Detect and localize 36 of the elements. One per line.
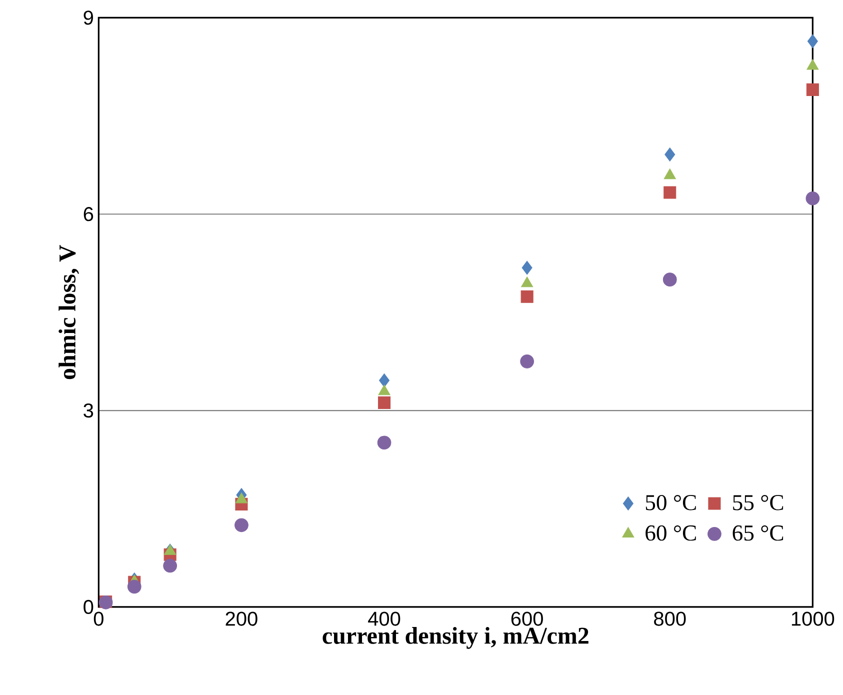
x-tick-label: 1000 bbox=[792, 612, 834, 626]
point bbox=[522, 260, 532, 275]
point bbox=[806, 191, 820, 206]
legend-label: 65 °C bbox=[732, 525, 784, 541]
x-axis-title: current density i, mA/cm2 bbox=[322, 626, 588, 649]
x-tick-label: 200 bbox=[226, 612, 258, 626]
point bbox=[377, 436, 392, 450]
point bbox=[806, 59, 819, 70]
point bbox=[378, 396, 391, 409]
point bbox=[662, 272, 677, 287]
legend-label: 60 °C bbox=[646, 525, 696, 541]
point bbox=[664, 168, 676, 180]
point bbox=[127, 580, 142, 594]
point bbox=[521, 276, 534, 288]
y-tick-label: 3 bbox=[84, 403, 94, 418]
point bbox=[520, 354, 534, 368]
x-tick-label: 800 bbox=[654, 612, 686, 626]
point bbox=[807, 34, 818, 48]
y-tick-label: 9 bbox=[84, 10, 93, 25]
legend-label: 50 °C bbox=[646, 494, 696, 510]
point bbox=[664, 186, 676, 199]
point bbox=[806, 83, 819, 96]
y-tick-label: 0 bbox=[84, 600, 94, 614]
point bbox=[379, 373, 390, 388]
y-tick-label: 6 bbox=[84, 207, 94, 222]
point bbox=[234, 518, 248, 532]
x-tick-label: 0 bbox=[94, 612, 104, 626]
legend-label: 55 °C bbox=[733, 494, 784, 510]
point bbox=[664, 148, 676, 162]
x-tick-label: 600 bbox=[511, 612, 543, 626]
point bbox=[378, 384, 390, 396]
point bbox=[235, 492, 248, 504]
x-tick-label: 400 bbox=[368, 612, 400, 626]
y-axis-title: ohmic loss, V bbox=[58, 244, 80, 380]
point bbox=[163, 558, 178, 573]
point bbox=[520, 290, 534, 303]
